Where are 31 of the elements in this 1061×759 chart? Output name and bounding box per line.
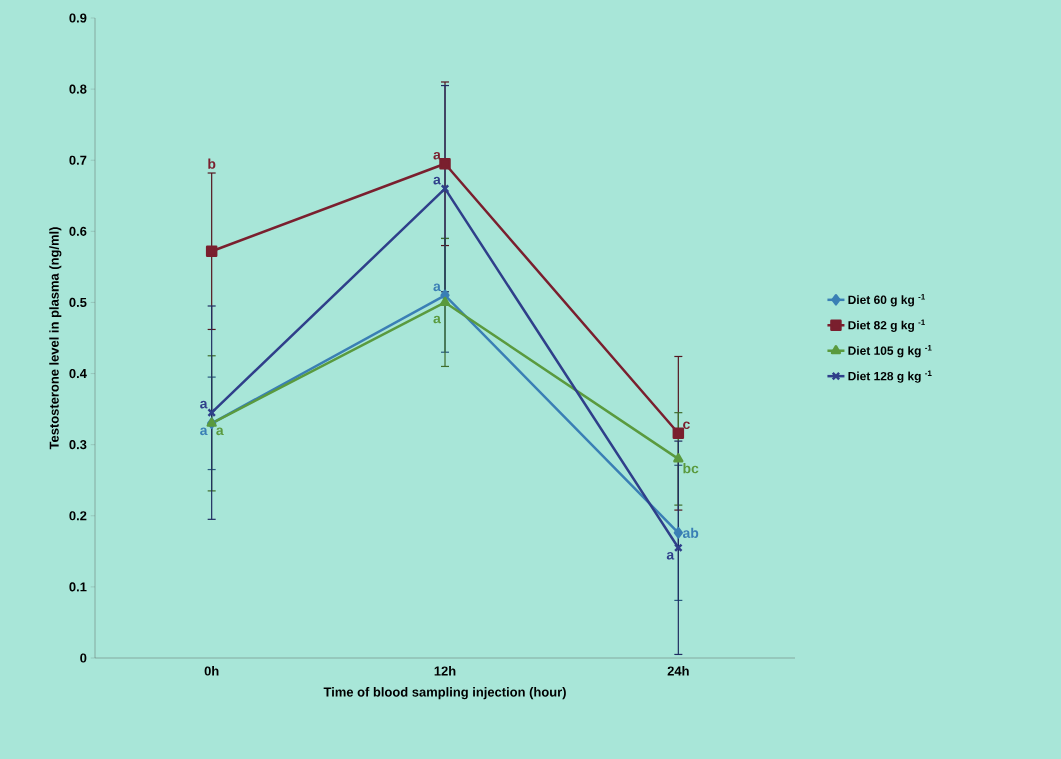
y-tick-label: 0 [80,653,87,663]
x-axis-title: Time of blood sampling injection (hour) [323,687,566,700]
annotation: a [433,283,441,292]
y-tick-label: 0.7 [69,155,87,165]
annotation: a [216,427,224,436]
annotation: ab [682,527,699,538]
x-tick-label: 12h [434,666,456,676]
y-axis-title: Testosterone level in plasma (ng/ml) [49,227,62,450]
legend-label: Diet 60 g kg $^{-1}$ [848,294,925,307]
legend-label: Diet 82 g kg $^{-1}$ [848,319,925,332]
annotation: a [433,315,441,324]
y-tick-label: 0.4 [69,368,87,379]
annotation: bc [683,463,699,474]
y-tick-label: 0.9 [69,13,87,23]
annotation: b [208,158,216,169]
annotation: a [200,427,208,436]
x-tick-label: 24h [667,666,689,676]
y-tick-label: 0.5 [69,297,87,308]
y-tick-label: 0.2 [69,511,87,521]
y-tick-label: 0.3 [69,440,87,450]
annotation: a [433,151,441,160]
x-tick-label: 0h [204,666,219,676]
annotation: a [666,551,675,560]
legend-label: Diet 105 g kg $^{-1}$ [848,344,932,358]
y-tick-label: 0.8 [69,84,87,94]
annotation: a [200,400,208,409]
y-tick-label: 0.1 [69,582,87,592]
y-tick-label: 0.6 [69,226,87,236]
annotation: a [433,176,441,185]
legend-label: Diet 128 g kg $^{-1}$ [848,370,932,383]
annotation: c [683,421,690,430]
